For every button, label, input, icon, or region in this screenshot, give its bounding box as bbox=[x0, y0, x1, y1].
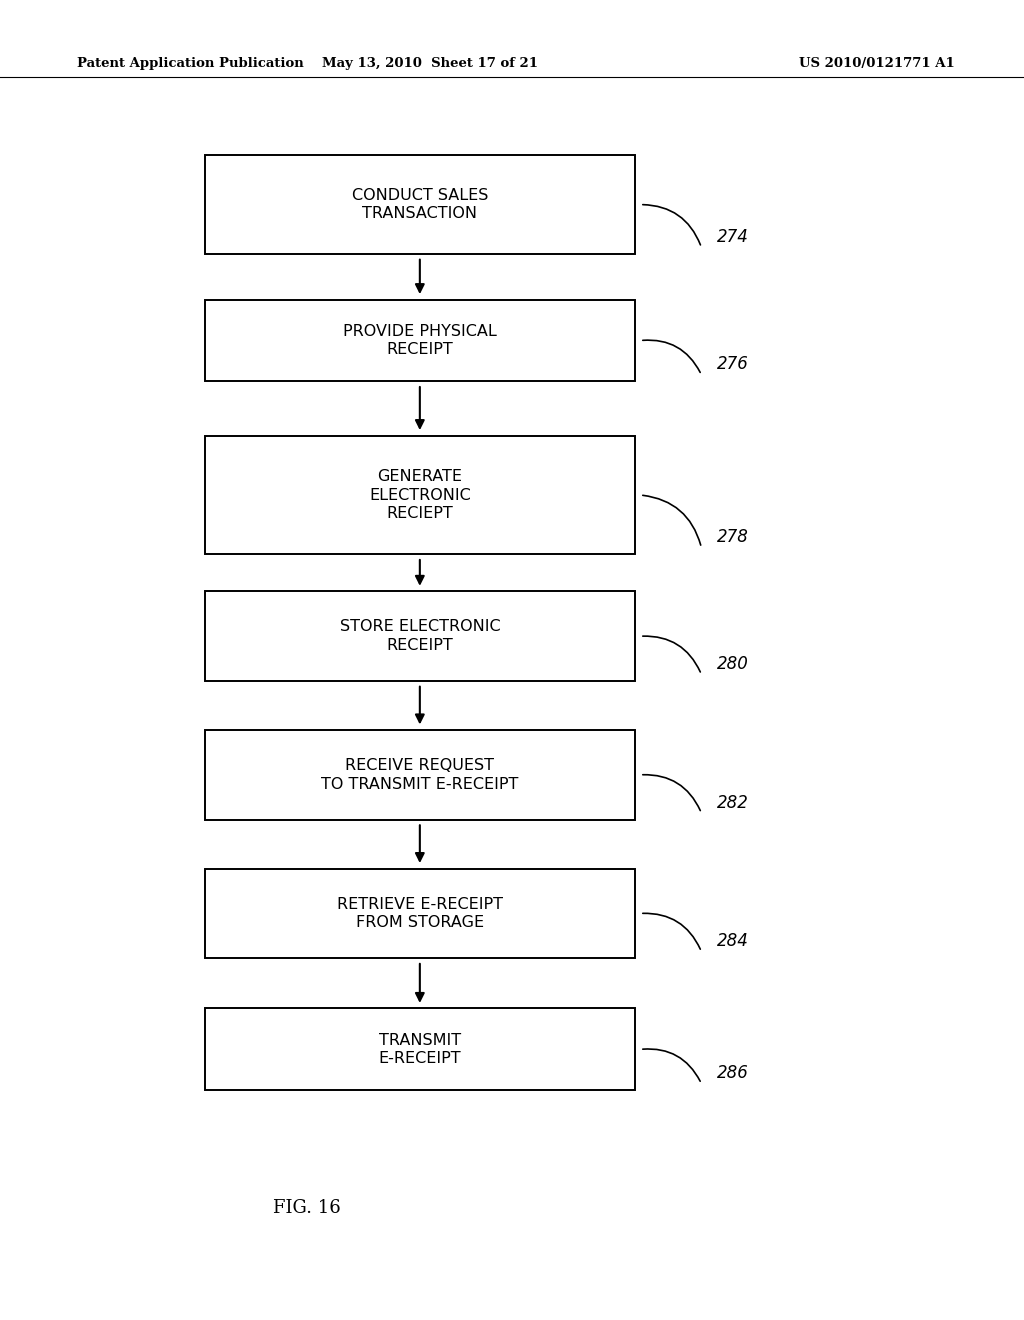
Text: TRANSMIT
E-RECEIPT: TRANSMIT E-RECEIPT bbox=[379, 1032, 461, 1067]
Text: Patent Application Publication: Patent Application Publication bbox=[77, 57, 303, 70]
Bar bbox=[205, 300, 635, 381]
Text: 286: 286 bbox=[717, 1064, 749, 1082]
Text: 274: 274 bbox=[717, 228, 749, 246]
Text: 280: 280 bbox=[717, 655, 749, 673]
Bar bbox=[205, 869, 635, 958]
Text: STORE ELECTRONIC
RECEIPT: STORE ELECTRONIC RECEIPT bbox=[340, 619, 500, 653]
Bar bbox=[205, 591, 635, 681]
Text: GENERATE
ELECTRONIC
RECIEPT: GENERATE ELECTRONIC RECIEPT bbox=[369, 469, 471, 521]
Text: 276: 276 bbox=[717, 355, 749, 374]
Text: CONDUCT SALES
TRANSACTION: CONDUCT SALES TRANSACTION bbox=[351, 187, 488, 222]
Text: 278: 278 bbox=[717, 528, 749, 546]
Bar bbox=[205, 1008, 635, 1090]
Text: PROVIDE PHYSICAL
RECEIPT: PROVIDE PHYSICAL RECEIPT bbox=[343, 323, 497, 358]
Text: US 2010/0121771 A1: US 2010/0121771 A1 bbox=[799, 57, 954, 70]
Text: RETRIEVE E-RECEIPT
FROM STORAGE: RETRIEVE E-RECEIPT FROM STORAGE bbox=[337, 896, 503, 931]
Text: FIG. 16: FIG. 16 bbox=[273, 1199, 341, 1217]
Text: RECEIVE REQUEST
TO TRANSMIT E-RECEIPT: RECEIVE REQUEST TO TRANSMIT E-RECEIPT bbox=[322, 758, 518, 792]
Text: May 13, 2010  Sheet 17 of 21: May 13, 2010 Sheet 17 of 21 bbox=[323, 57, 538, 70]
Bar bbox=[205, 730, 635, 820]
Text: 282: 282 bbox=[717, 793, 749, 812]
Bar bbox=[205, 154, 635, 253]
Text: 284: 284 bbox=[717, 932, 749, 950]
Bar bbox=[205, 436, 635, 554]
